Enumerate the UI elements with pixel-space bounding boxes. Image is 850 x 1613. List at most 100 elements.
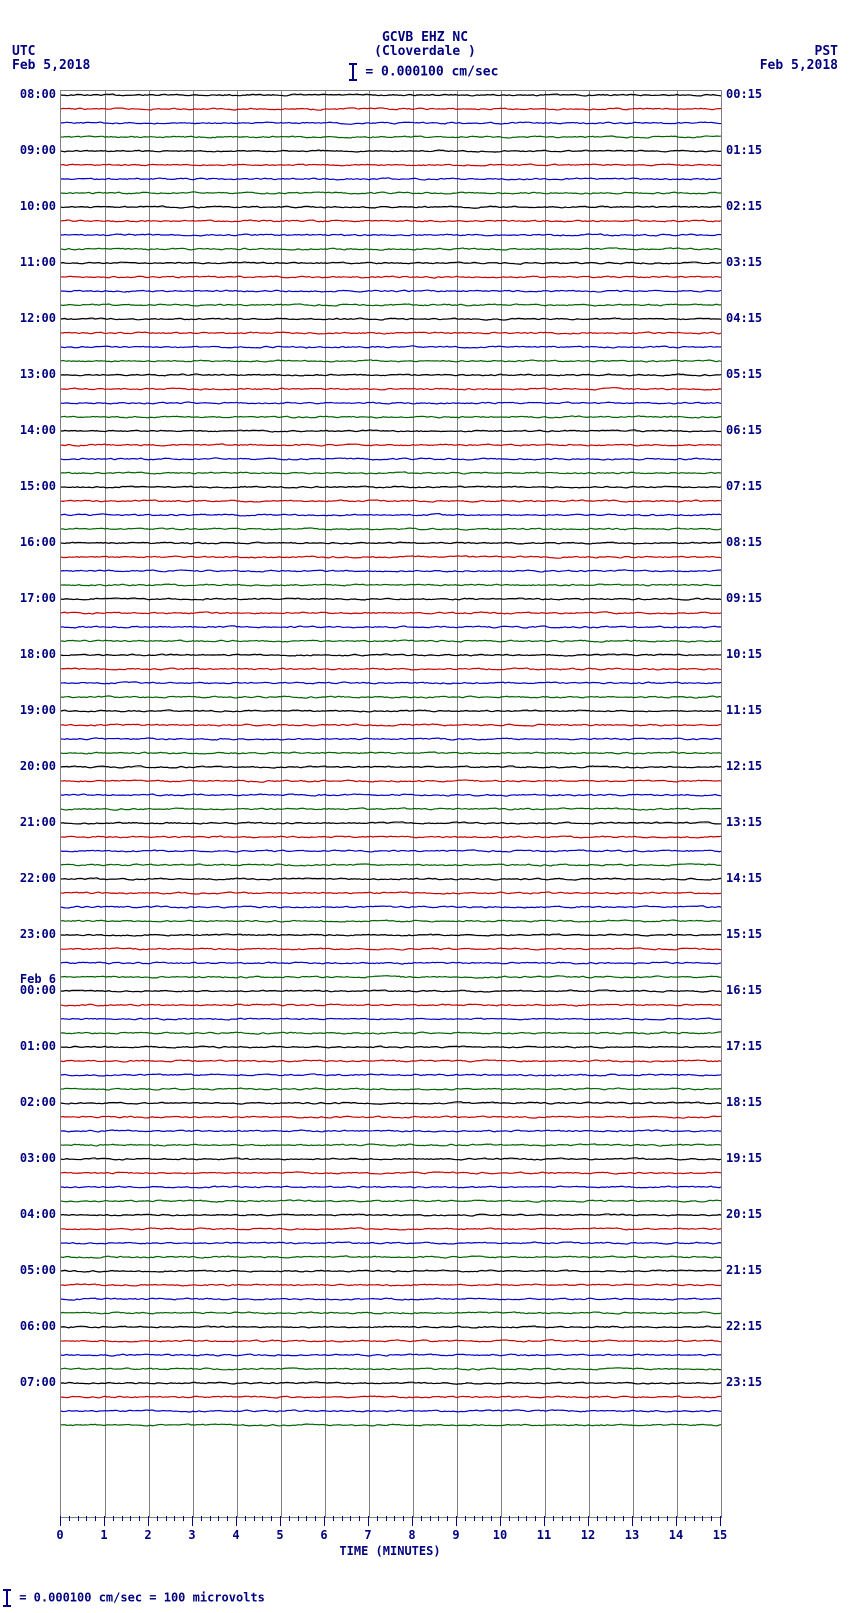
xtick-major: [500, 1516, 501, 1526]
trace-row: [61, 508, 721, 522]
left-time-label: 21:00: [20, 816, 56, 828]
xtick-minor: [650, 1516, 651, 1521]
xtick-minor: [597, 1516, 598, 1521]
xtick-minor: [315, 1516, 316, 1521]
left-time-label: 07:00: [20, 1376, 56, 1388]
xtick-major: [148, 1516, 149, 1526]
right-time-label: 23:15: [726, 1376, 762, 1388]
trace-row: [61, 214, 721, 228]
xtick-minor: [562, 1516, 563, 1521]
xtick-minor: [218, 1516, 219, 1521]
left-time-label: 06:00: [20, 1320, 56, 1332]
xtick-minor: [289, 1516, 290, 1521]
trace-row: [61, 1166, 721, 1180]
trace-row: [61, 970, 721, 984]
right-time-label: 22:15: [726, 1320, 762, 1332]
right-time-label: 04:15: [726, 312, 762, 324]
trace-row: [61, 732, 721, 746]
left-time-label: 12:00: [20, 312, 56, 324]
trace-row: [61, 1138, 721, 1152]
xtick-major: [544, 1516, 545, 1526]
trace-row: [61, 676, 721, 690]
xtick-minor: [535, 1516, 536, 1521]
xtick-minor: [262, 1516, 263, 1521]
left-timezone: UTC: [12, 44, 35, 59]
trace-row: [61, 690, 721, 704]
xtick-minor: [623, 1516, 624, 1521]
xtick-minor: [606, 1516, 607, 1521]
xtick-minor: [377, 1516, 378, 1521]
xtick-label: 4: [232, 1528, 239, 1542]
xtick-label: 15: [713, 1528, 727, 1542]
xtick-minor: [509, 1516, 510, 1521]
left-time-label: 09:00: [20, 144, 56, 156]
trace-row: [61, 1390, 721, 1404]
xtick-minor: [553, 1516, 554, 1521]
xtick-minor: [570, 1516, 571, 1521]
seismogram-plot: [60, 90, 722, 1518]
trace-row: [61, 886, 721, 900]
trace-row: [61, 1194, 721, 1208]
trace-row: [61, 186, 721, 200]
trace-row: [61, 1152, 721, 1166]
left-time-label: 18:00: [20, 648, 56, 660]
right-time-label: 17:15: [726, 1040, 762, 1052]
footer-scale: = 0.000100 cm/sec = 100 microvolts: [6, 1590, 265, 1606]
left-time-label: 23:00: [20, 928, 56, 940]
trace-row: [61, 1208, 721, 1222]
trace-row: [61, 326, 721, 340]
xtick-minor: [86, 1516, 87, 1521]
trace-row: [61, 998, 721, 1012]
right-time-axis: 00:1501:1502:1503:1504:1505:1506:1507:15…: [724, 90, 784, 1516]
footer-scale-text: = 0.000100 cm/sec = 100 microvolts: [19, 1591, 265, 1605]
xtick-major: [456, 1516, 457, 1526]
trace-row: [61, 1012, 721, 1026]
left-time-label: 11:00: [20, 256, 56, 268]
trace-row: [61, 522, 721, 536]
trace-row: [61, 900, 721, 914]
left-time-label: 19:00: [20, 704, 56, 716]
trace-row: [61, 662, 721, 676]
trace-row: [61, 1362, 721, 1376]
trace-row: [61, 634, 721, 648]
xtick-minor: [183, 1516, 184, 1521]
trace-row: [61, 410, 721, 424]
trace-row: [61, 956, 721, 970]
trace-row: [61, 1250, 721, 1264]
right-time-label: 01:15: [726, 144, 762, 156]
trace-row: [61, 1040, 721, 1054]
trace-row: [61, 1264, 721, 1278]
xtick-minor: [447, 1516, 448, 1521]
right-time-label: 16:15: [726, 984, 762, 996]
xtick-minor: [201, 1516, 202, 1521]
trace-row: [61, 928, 721, 942]
station-name: (Cloverdale ): [0, 44, 850, 59]
station-code: GCVB EHZ NC: [0, 30, 850, 45]
xtick-label: 0: [56, 1528, 63, 1542]
xtick-label: 1: [100, 1528, 107, 1542]
xtick-minor: [78, 1516, 79, 1521]
xtick-minor: [227, 1516, 228, 1521]
trace-row: [61, 1180, 721, 1194]
trace-row: [61, 242, 721, 256]
xtick-minor: [421, 1516, 422, 1521]
xtick-label: 10: [493, 1528, 507, 1542]
left-time-label: 14:00: [20, 424, 56, 436]
scale-text: = 0.000100 cm/sec: [365, 65, 498, 80]
trace-row: [61, 746, 721, 760]
seismogram-container: GCVB EHZ NC (Cloverdale ) = 0.000100 cm/…: [0, 0, 850, 1613]
trace-row: [61, 340, 721, 354]
xtick-major: [236, 1516, 237, 1526]
xtick-minor: [95, 1516, 96, 1521]
trace-row: [61, 704, 721, 718]
trace-row: [61, 102, 721, 116]
trace-row: [61, 480, 721, 494]
trace-row: [61, 312, 721, 326]
trace-row: [61, 1222, 721, 1236]
left-time-label: 03:00: [20, 1152, 56, 1164]
xtick-minor: [694, 1516, 695, 1521]
right-time-label: 21:15: [726, 1264, 762, 1276]
xtick-minor: [526, 1516, 527, 1521]
xtick-minor: [658, 1516, 659, 1521]
xtick-minor: [482, 1516, 483, 1521]
